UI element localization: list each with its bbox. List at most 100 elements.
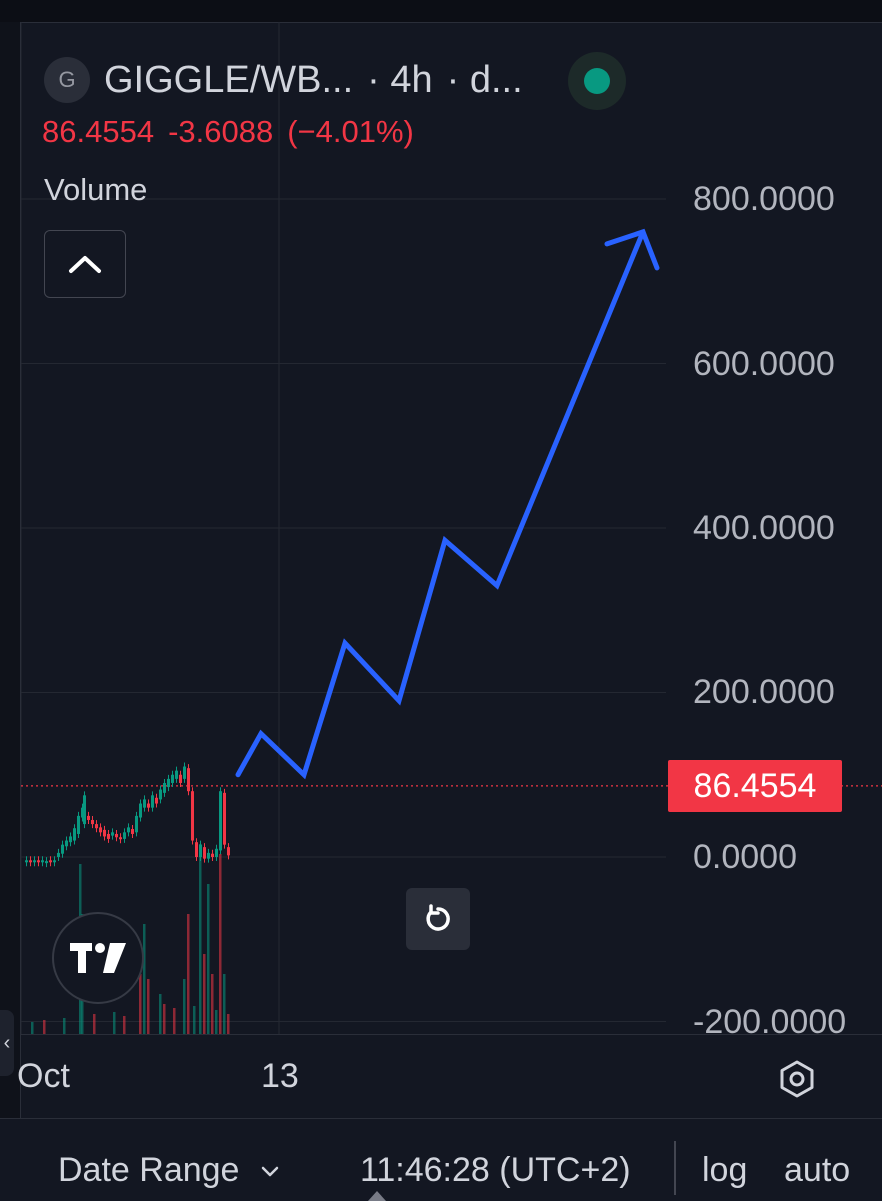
candle-body (151, 795, 154, 808)
price-change-row: 86.4554 -3.6088 (−4.01%) (42, 114, 428, 150)
candle-body (147, 803, 150, 808)
candle-body (37, 860, 40, 863)
price-change-percent: (−4.01%) (287, 114, 414, 149)
candle-body (107, 833, 110, 839)
symbol-header[interactable]: G GIGGLE/WB... · 4h · d... (44, 56, 523, 104)
candle-body (127, 827, 130, 833)
candle-body (103, 829, 106, 837)
market-status-indicator[interactable] (568, 52, 626, 110)
date-range-button[interactable]: Date Range (58, 1151, 281, 1190)
volume-bar (187, 914, 190, 1034)
volume-bar (43, 1020, 46, 1034)
collapse-indicators-button[interactable] (44, 230, 126, 298)
volume-bar (31, 1022, 34, 1034)
candle-body (179, 774, 182, 783)
candle-body (69, 836, 72, 843)
last-price: 86.4554 (42, 114, 155, 149)
volume-bar (93, 1014, 96, 1034)
candle-body (143, 799, 146, 808)
volume-bar (139, 974, 142, 1034)
candle-body (61, 844, 64, 854)
current-price-tag: 86.4554 (668, 760, 842, 812)
volume-bar (123, 1016, 126, 1034)
candle-body (187, 768, 190, 792)
volume-bar (227, 1014, 230, 1034)
volume-bar (211, 974, 214, 1034)
candle-body (131, 829, 134, 834)
top-toolbar (0, 0, 882, 23)
volume-bar (203, 954, 206, 1034)
reset-icon (426, 904, 450, 931)
auto-scale-toggle[interactable]: auto (784, 1151, 851, 1189)
candle-body (57, 852, 60, 857)
log-scale-toggle[interactable]: log (702, 1151, 748, 1189)
settings-icon (780, 1060, 814, 1098)
candle-body (65, 840, 68, 847)
candle-body (119, 837, 122, 840)
candle-body (175, 770, 178, 779)
candle-body (87, 815, 90, 820)
candle-body (223, 792, 226, 845)
candle-body (49, 860, 52, 863)
volume-bar (63, 1018, 66, 1034)
y-axis-label: 400.0000 (693, 509, 835, 547)
volume-bar (215, 1010, 218, 1034)
symbol-logo: G (44, 57, 90, 103)
candle-body (95, 824, 98, 829)
candle-body (33, 860, 36, 863)
price-change: -3.6088 (168, 114, 274, 149)
exchange-label[interactable]: · d... (446, 58, 523, 101)
candle-body (91, 819, 94, 825)
candle-body (139, 803, 142, 818)
volume-bar (193, 1006, 196, 1034)
candle-body (83, 795, 86, 825)
y-axis-label: 800.0000 (693, 180, 835, 218)
projection-arrow-head (604, 228, 660, 271)
candle-body (29, 860, 32, 863)
y-axis-label: 600.0000 (693, 345, 835, 383)
candle-body (171, 774, 174, 783)
y-axis-label: 0.0000 (693, 838, 797, 876)
status-dot-icon (584, 68, 610, 94)
candle-body (25, 860, 28, 863)
y-axis-label: 200.0000 (693, 673, 835, 711)
candle-body (77, 815, 80, 834)
candle-body (73, 828, 76, 841)
volume-bar (219, 854, 222, 1034)
volume-bar (113, 1012, 116, 1034)
time-axis[interactable]: Oct 13 (17, 1034, 882, 1119)
candle-body (203, 847, 206, 859)
volume-bar (147, 979, 150, 1034)
candle-body (53, 860, 56, 863)
volume-bar (199, 844, 202, 1034)
projection-arrow-line (235, 229, 646, 780)
candle-body (159, 789, 162, 800)
candle-body (111, 832, 114, 836)
symbol-name[interactable]: GIGGLE/WB... (104, 58, 354, 101)
interval-label[interactable]: · 4h (367, 58, 433, 101)
left-panel-edge (0, 22, 21, 1120)
candle-body (45, 861, 48, 864)
clock-timezone[interactable]: 11:46:28 (UTC+2) (360, 1151, 631, 1189)
volume-indicator-label[interactable]: Volume (44, 172, 148, 207)
tradingview-logo-icon[interactable] (52, 912, 144, 1004)
candle-body (215, 848, 218, 857)
volume-bar (163, 1004, 166, 1034)
candle-body (41, 860, 44, 863)
chevron-left-icon[interactable]: ‹ (0, 1010, 14, 1076)
x-axis-label: 13 (261, 1057, 299, 1095)
volume-bar (143, 924, 146, 1034)
x-axis-label: Oct (17, 1057, 70, 1095)
candle-body (183, 766, 186, 779)
reset-chart-button[interactable] (406, 888, 470, 950)
candle-body (81, 807, 84, 818)
candle-body (163, 782, 166, 793)
caret-up-icon (368, 1191, 386, 1201)
chart-settings-button[interactable] (761, 1051, 833, 1107)
candle-body (167, 778, 170, 788)
volume-bar (223, 974, 226, 1034)
candle-body (211, 853, 214, 857)
date-range-label: Date Range (58, 1151, 240, 1189)
candle-body (207, 852, 210, 859)
chevron-up-icon (69, 256, 101, 273)
